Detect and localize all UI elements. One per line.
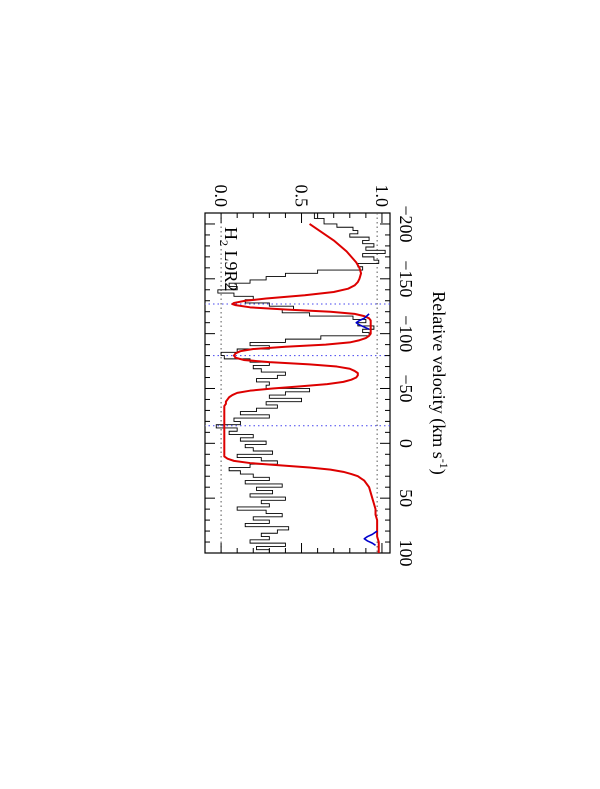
x-axis-label-superscript: -1 [437, 459, 451, 469]
y-tick-label: 0.5 [292, 185, 312, 208]
x-axis-label: Relative velocity (km s-1) [428, 291, 451, 474]
data-histogram [215, 213, 386, 553]
line-label-subscript: 2 [217, 240, 231, 246]
x-tick-label: 0 [396, 439, 416, 448]
y-tick-label: 1.0 [372, 185, 392, 208]
component-model-line [355, 313, 370, 330]
x-tick-label: −200 [396, 205, 416, 242]
line-label: H2 L9R2 [217, 227, 241, 292]
series-layer [215, 213, 386, 553]
x-tick-label: 100 [396, 540, 416, 567]
x-tick-labels: −200 −150 −100 −50 0 50 100 [396, 205, 416, 566]
x-tick-label: 50 [396, 489, 416, 507]
axis-ticks [204, 212, 390, 554]
total-model-line [223, 223, 380, 553]
reference-lines [205, 213, 390, 553]
x-tick-label: −100 [396, 315, 416, 352]
y-tick-label: 0.0 [211, 185, 231, 208]
component-model-line [363, 530, 378, 546]
x-tick-label: −150 [396, 260, 416, 297]
x-tick-label: −50 [396, 374, 416, 402]
y-tick-labels: 0.0 0.5 1.0 [211, 185, 392, 208]
plot-frame [204, 212, 391, 554]
